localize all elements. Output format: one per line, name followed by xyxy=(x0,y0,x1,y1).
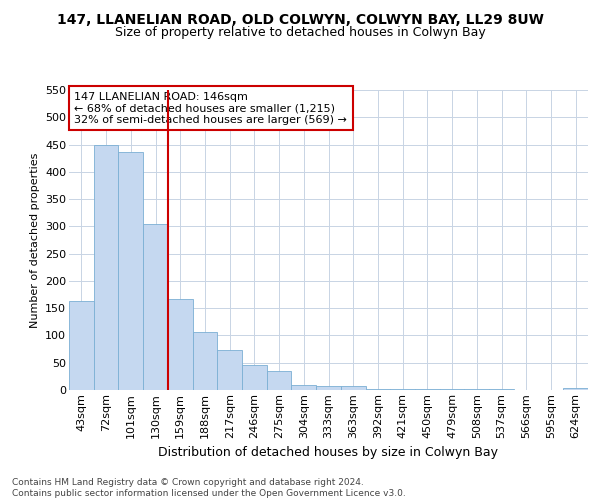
Bar xyxy=(365,389,390,390)
Bar xyxy=(94,144,118,390)
Text: 147 LLANELIAN ROAD: 146sqm
← 68% of detached houses are smaller (1,215)
32% of s: 147 LLANELIAN ROAD: 146sqm ← 68% of deta… xyxy=(74,92,347,124)
Bar xyxy=(69,301,94,390)
Text: Size of property relative to detached houses in Colwyn Bay: Size of property relative to detached ho… xyxy=(115,26,485,39)
Text: 147, LLANELIAN ROAD, OLD COLWYN, COLWYN BAY, LL29 8UW: 147, LLANELIAN ROAD, OLD COLWYN, COLWYN … xyxy=(56,12,544,26)
Text: Contains HM Land Registry data © Crown copyright and database right 2024.
Contai: Contains HM Land Registry data © Crown c… xyxy=(12,478,406,498)
Bar xyxy=(316,386,341,390)
Bar xyxy=(168,299,193,390)
X-axis label: Distribution of detached houses by size in Colwyn Bay: Distribution of detached houses by size … xyxy=(158,446,499,459)
Bar xyxy=(193,332,217,390)
Y-axis label: Number of detached properties: Number of detached properties xyxy=(29,152,40,328)
Bar xyxy=(563,388,588,390)
Bar xyxy=(242,366,267,390)
Bar xyxy=(217,350,242,390)
Bar xyxy=(292,384,316,390)
Bar xyxy=(267,371,292,390)
Bar xyxy=(118,152,143,390)
Bar xyxy=(341,386,365,390)
Bar xyxy=(143,224,168,390)
